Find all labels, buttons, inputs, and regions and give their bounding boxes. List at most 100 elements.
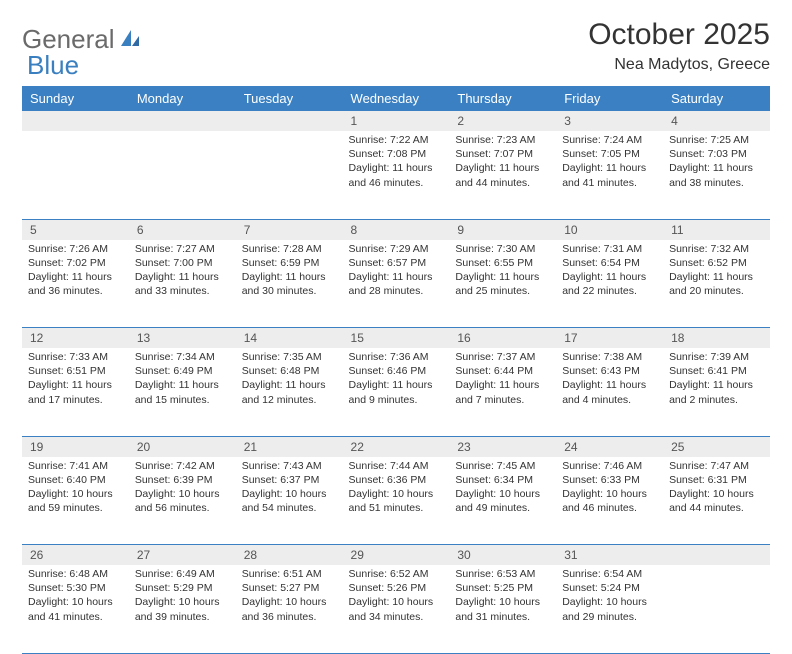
day-number: 18: [663, 328, 770, 348]
day-number: 14: [236, 328, 343, 348]
page-header: General October 2025 Nea Madytos, Greece: [22, 18, 770, 74]
weekday-header: Wednesday: [343, 86, 450, 111]
daynum-cell: 24: [556, 436, 663, 457]
sunset-line: Sunset: 6:57 PM: [349, 256, 444, 270]
daylight-line: Daylight: 10 hours and 56 minutes.: [135, 487, 230, 515]
day-number: 7: [236, 220, 343, 240]
sunrise-line: Sunrise: 6:53 AM: [455, 567, 550, 581]
sunset-line: Sunset: 5:24 PM: [562, 581, 657, 595]
sunrise-line: Sunrise: 6:49 AM: [135, 567, 230, 581]
daynum-cell: 30: [449, 545, 556, 566]
day-number: 11: [663, 220, 770, 240]
sunset-line: Sunset: 7:07 PM: [455, 147, 550, 161]
daynum-cell: 26: [22, 545, 129, 566]
daylight-line: Daylight: 10 hours and 46 minutes.: [562, 487, 657, 515]
sunset-line: Sunset: 6:39 PM: [135, 473, 230, 487]
day-number: 24: [556, 437, 663, 457]
sunrise-line: Sunrise: 6:51 AM: [242, 567, 337, 581]
daylight-line: Daylight: 11 hours and 12 minutes.: [242, 378, 337, 406]
day-content: Sunrise: 7:26 AMSunset: 7:02 PMDaylight:…: [22, 240, 129, 305]
daynum-cell: 8: [343, 219, 450, 240]
sunset-line: Sunset: 6:51 PM: [28, 364, 123, 378]
daylight-line: Daylight: 10 hours and 29 minutes.: [562, 595, 657, 623]
day-content: Sunrise: 7:37 AMSunset: 6:44 PMDaylight:…: [449, 348, 556, 413]
sunrise-line: Sunrise: 6:48 AM: [28, 567, 123, 581]
day-cell: Sunrise: 7:39 AMSunset: 6:41 PMDaylight:…: [663, 348, 770, 436]
daynum-cell: 11: [663, 219, 770, 240]
day-cell: Sunrise: 7:23 AMSunset: 7:07 PMDaylight:…: [449, 131, 556, 219]
weekday-header: Saturday: [663, 86, 770, 111]
day-number: 26: [22, 545, 129, 565]
sunset-line: Sunset: 7:02 PM: [28, 256, 123, 270]
daynum-cell: [236, 111, 343, 131]
day-cell: Sunrise: 7:26 AMSunset: 7:02 PMDaylight:…: [22, 240, 129, 328]
daynum-cell: 23: [449, 436, 556, 457]
day-number: 23: [449, 437, 556, 457]
sunset-line: Sunset: 6:34 PM: [455, 473, 550, 487]
sunrise-line: Sunrise: 7:30 AM: [455, 242, 550, 256]
day-number: 10: [556, 220, 663, 240]
daynum-cell: 16: [449, 328, 556, 349]
day-number: 31: [556, 545, 663, 565]
daynum-cell: 5: [22, 219, 129, 240]
sunrise-line: Sunrise: 7:47 AM: [669, 459, 764, 473]
day-cell: Sunrise: 7:25 AMSunset: 7:03 PMDaylight:…: [663, 131, 770, 219]
daylight-line: Daylight: 11 hours and 46 minutes.: [349, 161, 444, 189]
daylight-line: Daylight: 10 hours and 36 minutes.: [242, 595, 337, 623]
sunset-line: Sunset: 6:46 PM: [349, 364, 444, 378]
sunset-line: Sunset: 7:05 PM: [562, 147, 657, 161]
calendar-body: 1234Sunrise: 7:22 AMSunset: 7:08 PMDayli…: [22, 111, 770, 653]
day-cell: Sunrise: 7:28 AMSunset: 6:59 PMDaylight:…: [236, 240, 343, 328]
sunset-line: Sunset: 6:40 PM: [28, 473, 123, 487]
day-content: Sunrise: 7:30 AMSunset: 6:55 PMDaylight:…: [449, 240, 556, 305]
daynum-row: 262728293031: [22, 545, 770, 566]
day-number: 20: [129, 437, 236, 457]
day-content: Sunrise: 7:28 AMSunset: 6:59 PMDaylight:…: [236, 240, 343, 305]
day-cell: Sunrise: 7:37 AMSunset: 6:44 PMDaylight:…: [449, 348, 556, 436]
day-cell: Sunrise: 7:22 AMSunset: 7:08 PMDaylight:…: [343, 131, 450, 219]
daylight-line: Daylight: 11 hours and 28 minutes.: [349, 270, 444, 298]
sunrise-line: Sunrise: 7:24 AM: [562, 133, 657, 147]
week-row: Sunrise: 7:22 AMSunset: 7:08 PMDaylight:…: [22, 131, 770, 219]
sunset-line: Sunset: 5:30 PM: [28, 581, 123, 595]
day-cell: Sunrise: 7:44 AMSunset: 6:36 PMDaylight:…: [343, 457, 450, 545]
location-label: Nea Madytos, Greece: [588, 56, 770, 74]
day-number: 15: [343, 328, 450, 348]
weekday-row: Sunday Monday Tuesday Wednesday Thursday…: [22, 86, 770, 111]
daynum-cell: 2: [449, 111, 556, 131]
sunrise-line: Sunrise: 7:37 AM: [455, 350, 550, 364]
sail-icon: [119, 28, 141, 48]
daynum-cell: 27: [129, 545, 236, 566]
day-content: Sunrise: 7:39 AMSunset: 6:41 PMDaylight:…: [663, 348, 770, 413]
day-number: 28: [236, 545, 343, 565]
sunset-line: Sunset: 6:55 PM: [455, 256, 550, 270]
day-number: 5: [22, 220, 129, 240]
day-cell: Sunrise: 6:53 AMSunset: 5:25 PMDaylight:…: [449, 565, 556, 653]
daylight-line: Daylight: 11 hours and 7 minutes.: [455, 378, 550, 406]
daynum-row: 1234: [22, 111, 770, 131]
day-content: Sunrise: 6:54 AMSunset: 5:24 PMDaylight:…: [556, 565, 663, 630]
daynum-cell: 14: [236, 328, 343, 349]
daynum-cell: 25: [663, 436, 770, 457]
sunset-line: Sunset: 6:48 PM: [242, 364, 337, 378]
daynum-cell: 19: [22, 436, 129, 457]
daylight-line: Daylight: 10 hours and 59 minutes.: [28, 487, 123, 515]
day-number: 17: [556, 328, 663, 348]
daylight-line: Daylight: 11 hours and 25 minutes.: [455, 270, 550, 298]
sunrise-line: Sunrise: 7:38 AM: [562, 350, 657, 364]
day-cell: [129, 131, 236, 219]
day-content: Sunrise: 7:41 AMSunset: 6:40 PMDaylight:…: [22, 457, 129, 522]
day-number: 8: [343, 220, 450, 240]
day-content: Sunrise: 7:25 AMSunset: 7:03 PMDaylight:…: [663, 131, 770, 196]
daylight-line: Daylight: 11 hours and 38 minutes.: [669, 161, 764, 189]
day-content: Sunrise: 7:33 AMSunset: 6:51 PMDaylight:…: [22, 348, 129, 413]
daynum-cell: 7: [236, 219, 343, 240]
daylight-line: Daylight: 10 hours and 39 minutes.: [135, 595, 230, 623]
day-number: 13: [129, 328, 236, 348]
week-row: Sunrise: 7:33 AMSunset: 6:51 PMDaylight:…: [22, 348, 770, 436]
day-cell: [236, 131, 343, 219]
daynum-cell: 6: [129, 219, 236, 240]
day-cell: Sunrise: 7:42 AMSunset: 6:39 PMDaylight:…: [129, 457, 236, 545]
daylight-line: Daylight: 11 hours and 4 minutes.: [562, 378, 657, 406]
day-cell: Sunrise: 7:29 AMSunset: 6:57 PMDaylight:…: [343, 240, 450, 328]
